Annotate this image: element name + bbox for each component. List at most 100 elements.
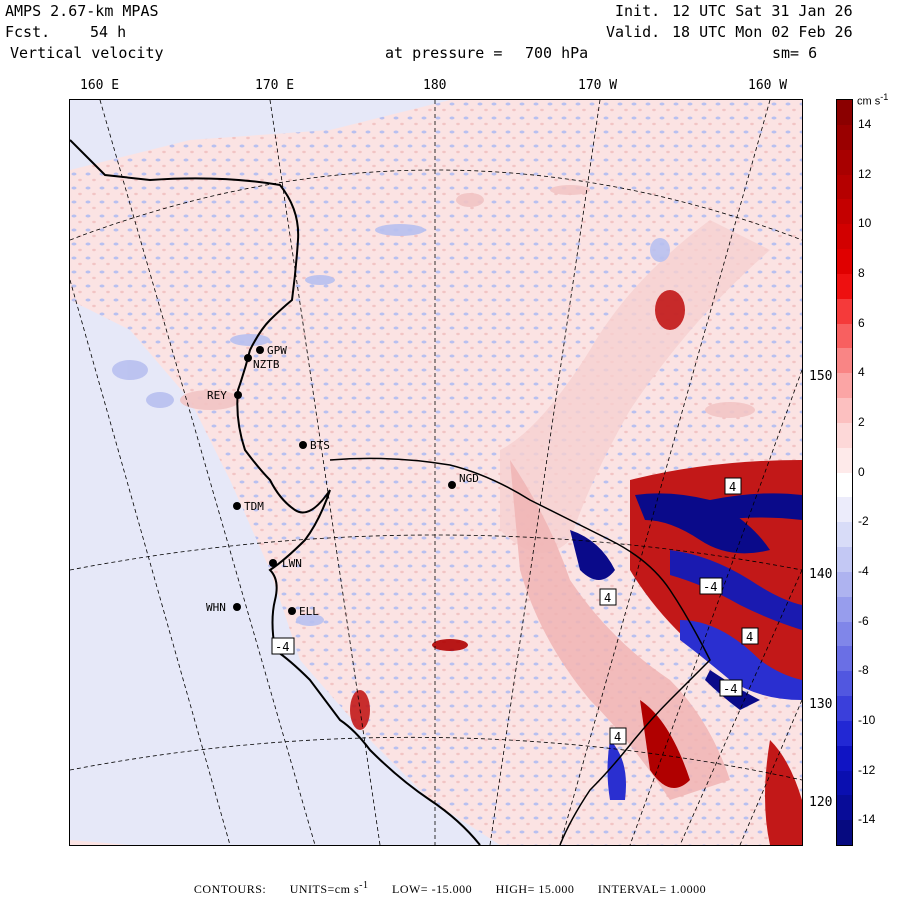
colorbar-segment	[837, 621, 852, 647]
forecast-label: Fcst.	[5, 23, 51, 41]
contour-box-1: -4	[271, 637, 295, 655]
colorbar-tick-label: -2	[858, 514, 869, 529]
svg-text:-4: -4	[703, 580, 717, 594]
station-ngd: NGD	[448, 472, 479, 489]
svg-text:TDM: TDM	[244, 500, 264, 513]
colorbar-units: cm s-1	[857, 92, 889, 108]
svg-text:4: 4	[614, 730, 621, 744]
colorbar-tick-label: 6	[858, 315, 865, 330]
init-label: Init.	[615, 2, 661, 20]
colorbar-tick-label: 14	[858, 116, 872, 131]
lon-label-180: 180	[423, 78, 447, 93]
contour-box-6: -4	[699, 577, 723, 595]
valid-label: Valid.	[606, 23, 661, 41]
lon-label-170w: 170 W	[578, 78, 618, 93]
forecast-hours: 54 h	[90, 23, 127, 41]
smoothing-value: sm= 6	[772, 44, 818, 62]
station-whn: WHN	[206, 601, 241, 614]
vertical-velocity-map: GPW NZTB REY BTS NGD TDM	[69, 99, 803, 846]
svg-text:WHN: WHN	[206, 601, 226, 614]
colorbar-tick-label: 12	[858, 166, 872, 181]
colorbar-segment	[837, 646, 852, 672]
level-value: 700 hPa	[525, 44, 589, 62]
svg-text:-4: -4	[275, 640, 289, 654]
colorbar-tick-label: -8	[858, 663, 869, 678]
lon-label-170e: 170 E	[255, 78, 295, 93]
colorbar-segment	[837, 720, 852, 747]
colorbar-segment	[837, 472, 852, 498]
colorbar-segment	[837, 273, 852, 300]
colorbar-segment	[837, 124, 852, 151]
station-lwn: LWN	[269, 557, 302, 570]
colorbar-tick-label: -14	[858, 812, 876, 827]
station-rey: REY	[207, 389, 242, 402]
colorbar-segment	[837, 298, 852, 324]
svg-text:4: 4	[729, 480, 736, 494]
footer-contours-label: CONTOURS:	[193, 882, 267, 896]
colorbar-segment	[837, 149, 852, 175]
valid-time: 18 UTC Mon 02 Feb 26	[672, 23, 853, 41]
map-canvas: GPW NZTB REY BTS NGD TDM	[70, 100, 802, 845]
graticule	[70, 100, 802, 845]
colorbar-segment	[837, 398, 852, 424]
contour-box-7: 4	[724, 477, 742, 495]
svg-text:NZTB: NZTB	[253, 358, 280, 371]
colorbar-segment	[837, 100, 852, 126]
footer-interval: INTERVAL= 1.0000	[597, 882, 707, 896]
colorbar-segment	[837, 497, 852, 523]
colorbar-tick-label: -10	[858, 712, 876, 727]
colorbar-segment	[837, 770, 852, 796]
colorbar-segment	[837, 224, 852, 250]
svg-text:-4: -4	[723, 682, 737, 696]
colorbar-segment	[837, 422, 852, 449]
contour-box-3: 4	[599, 588, 617, 606]
colorbar-tick-label: 4	[858, 365, 865, 380]
pink-plume-north	[500, 220, 770, 553]
contour-labels: -4 -4 4 4 4 -4 4	[271, 477, 759, 745]
svg-text:NGD: NGD	[459, 472, 479, 485]
svg-text:ELL: ELL	[299, 605, 319, 618]
colorbar-segment	[837, 373, 852, 399]
colorbar-segment	[837, 199, 852, 225]
pink-plume-main	[510, 460, 730, 800]
station-gpw: GPW	[256, 344, 287, 357]
colorbar-segment	[837, 249, 852, 275]
scattered-features	[112, 185, 755, 730]
contour-box-2: -4	[719, 679, 743, 697]
lon-label-160w: 160 W	[748, 78, 788, 93]
colorbar-segment	[837, 174, 852, 200]
colorbar-segment	[837, 348, 852, 374]
colorbar-segment	[837, 745, 852, 771]
contour-info-footer: CONTOURS: UNITS=cm s-1 LOW= -15.000 HIGH…	[0, 880, 900, 897]
ice-shelf-edge	[329, 457, 711, 845]
contour-box-5: 4	[741, 627, 759, 645]
colorbar-tick-label: -12	[858, 762, 876, 777]
colorbar-tick-label: -4	[858, 563, 869, 578]
colorbar-segment	[837, 547, 852, 573]
field-name: Vertical velocity	[10, 44, 164, 62]
model-title: AMPS 2.67-km MPAS	[5, 2, 159, 20]
station-bts: BTS	[299, 439, 330, 452]
colorbar-segment	[837, 522, 852, 548]
colorbar-segment	[837, 323, 852, 349]
colorbar-tick-label: 0	[858, 464, 865, 479]
footer-units: UNITS=cm s-1	[289, 880, 369, 896]
colorbar-segment	[837, 571, 852, 598]
station-ell: ELL	[288, 605, 319, 618]
lon-label-160e: 160 E	[80, 78, 120, 93]
coastline	[70, 139, 481, 845]
station-tdm: TDM	[233, 500, 264, 513]
colorbar-segment	[837, 795, 852, 821]
station-nztb: NZTB	[244, 354, 280, 371]
colorbar-tick-label: 8	[858, 265, 865, 280]
colorbar-segment	[837, 671, 852, 697]
footer-low: LOW= -15.000	[391, 882, 473, 896]
svg-text:GPW: GPW	[267, 344, 287, 357]
svg-text:4: 4	[604, 591, 611, 605]
svg-text:BTS: BTS	[310, 439, 330, 452]
svg-text:LWN: LWN	[282, 557, 302, 570]
colorbar	[836, 99, 853, 846]
level-label: at pressure =	[385, 44, 503, 62]
footer-high: HIGH= 15.000	[495, 882, 575, 896]
plateau-field-south	[70, 620, 370, 845]
